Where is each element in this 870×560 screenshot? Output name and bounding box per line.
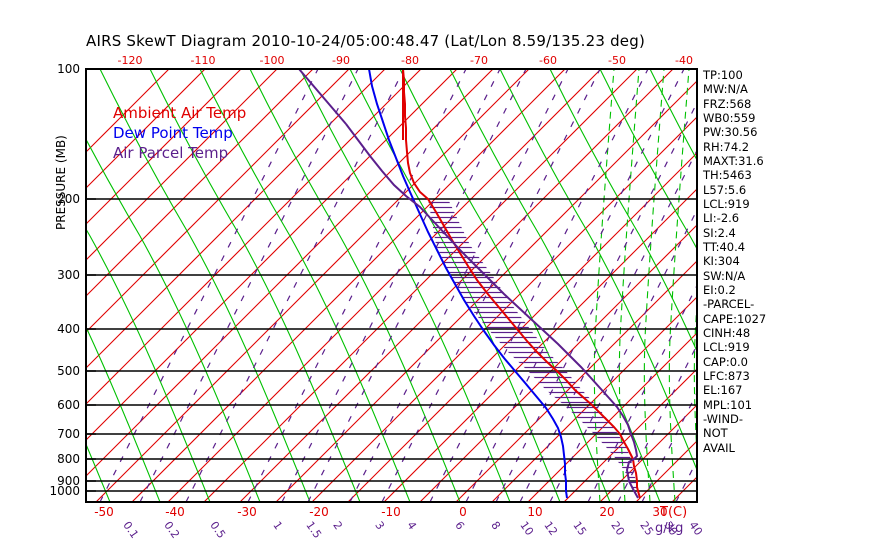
stat-pw: PW:30.56 [703,125,758,140]
legend-air-parcel-temp: Air Parcel Temp [113,144,229,162]
stat-th: TH:5463 [703,168,752,183]
stat-mpl: MPL:101 [703,397,753,412]
stat-li: LI:-2.6 [703,211,740,226]
stat-lcl: LCL:919 [703,196,750,211]
stat-maxt: MAXT:31.6 [703,153,764,168]
isobar-lines [86,69,697,492]
stat-wb0: WB0:559 [703,110,756,125]
top-temp-tick-label: -90 [332,54,350,67]
bottom-temp-tick-label: -40 [165,505,185,519]
stat-cap: CAP:0.0 [703,354,748,369]
stat-si: SI:2.4 [703,225,736,240]
bottom-temp-tick-label: -30 [237,505,257,519]
stat-lfc: LFC:873 [703,368,750,383]
stat-ei: EI:0.2 [703,282,736,297]
cape-shaded-region [428,199,638,491]
top-temp-tick-label: -100 [259,54,285,67]
pressure-tick-label: 1000 [49,484,80,498]
stat-parcel-lcl: LCL:919 [703,340,750,355]
legend-dew-point-temp: Dew Point Temp [113,124,233,142]
top-temp-tick-label: -70 [470,54,488,67]
page-title: AIRS SkewT Diagram 2010-10-24/05:00:48.4… [86,32,645,50]
pressure-tick-label: 100 [57,62,80,76]
top-temp-tick-label: -120 [117,54,143,67]
bottom-temp-tick-label: 0 [459,505,467,519]
top-temp-tick-label: -110 [190,54,216,67]
stat-tp: TP:100 [703,68,743,82]
stat-wind-avail: AVAIL [703,440,735,455]
stats-panel: TP:100 MW:N/A FRZ:568 WB0:559 PW:30.56 R… [703,68,798,455]
top-temp-tick-label: -80 [401,54,419,67]
stat-el: EL:167 [703,383,743,398]
air-parcel-temp-curve [345,123,639,499]
stat-mw: MW:N/A [703,82,748,97]
stats-wind-header: -WIND- [703,411,744,426]
bottom-temp-tick-label: -10 [381,505,401,519]
stat-l57: L57:5.6 [703,182,747,197]
mixing-ratio-lines [99,69,697,502]
plot-frame [85,68,698,503]
bottom-temp-tick-label: 10 [527,505,543,519]
bottom-temp-tick-label: -20 [309,505,329,519]
pressure-tick-label: 300 [57,268,80,282]
pressure-tick-marks [86,68,96,492]
dewpoint-temp-curve [368,69,568,499]
parcel-dry-adiabat-segment [298,69,347,125]
pressure-tick-label: 700 [57,427,80,441]
stat-ki: KI:304 [703,254,740,269]
top-temp-tick-label: -60 [539,54,557,67]
bottom-temp-tick-label: 20 [599,505,615,519]
stat-frz: FRZ:568 [703,96,752,111]
temperature-axis-title: T(C) [660,505,688,520]
dry-adiabat-lines [86,69,697,502]
pressure-tick-label: 200 [57,192,80,206]
stat-cape: CAPE:1027 [703,311,767,326]
bottom-temp-tick-label: -50 [94,505,114,519]
stat-rh: RH:74.2 [703,139,750,154]
isotherm-lines [86,69,697,502]
ambient-air-temp-curve [402,69,641,499]
stat-cinh: CINH:48 [703,325,751,340]
pressure-tick-label: 500 [57,364,80,378]
pressure-tick-label: 900 [57,474,80,488]
pressure-tick-label: 400 [57,322,80,336]
stat-wind-not: NOT [703,426,728,441]
pressure-axis-title: PRESSURE (MB) [54,135,68,230]
top-temp-tick-label: -50 [608,54,626,67]
top-temp-tick-label: -40 [675,54,693,67]
bottom-temp-tick-label: 30 [652,505,668,519]
pressure-tick-label: 800 [57,452,80,466]
pressure-tick-label: 600 [57,398,80,412]
mixing-ratio-axis-title: g/kg [655,521,684,536]
stat-tt: TT:40.4 [703,239,746,254]
stat-sw: SW:N/A [703,268,746,283]
legend-ambient-air-temp: Ambient Air Temp [113,104,247,122]
stats-parcel-header: -PARCEL- [703,297,755,312]
